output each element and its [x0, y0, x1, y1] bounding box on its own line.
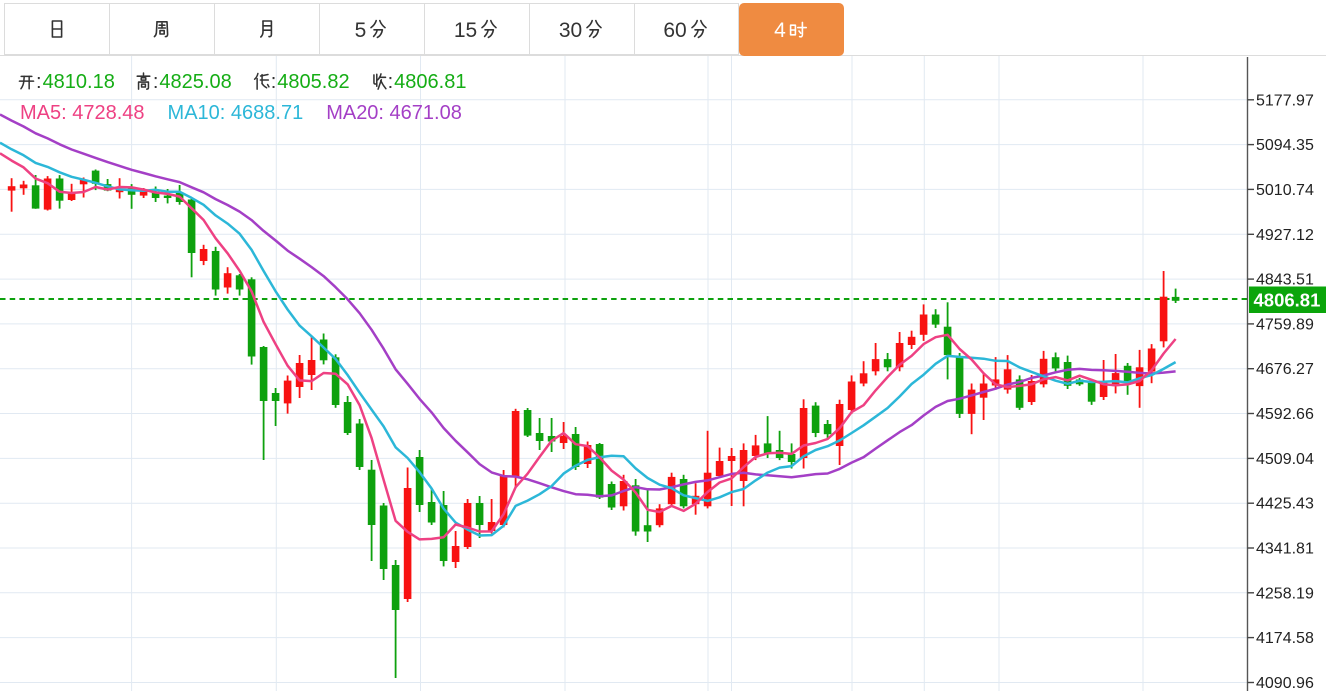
svg-text:4509.04: 4509.04 — [1256, 451, 1314, 468]
svg-text:5177.97: 5177.97 — [1256, 92, 1314, 109]
svg-text:4592.66: 4592.66 — [1256, 406, 1314, 423]
svg-text:4090.96: 4090.96 — [1256, 675, 1314, 691]
svg-text:4759.89: 4759.89 — [1256, 316, 1314, 333]
svg-text:4806.81: 4806.81 — [1254, 290, 1321, 311]
svg-text:4927.12: 4927.12 — [1256, 227, 1314, 244]
svg-text:4843.51: 4843.51 — [1256, 272, 1314, 289]
svg-text:4425.43: 4425.43 — [1256, 496, 1314, 513]
svg-text:4341.81: 4341.81 — [1256, 541, 1314, 558]
svg-text:5094.35: 5094.35 — [1256, 137, 1314, 154]
svg-text:5010.74: 5010.74 — [1256, 182, 1314, 199]
svg-text:4174.58: 4174.58 — [1256, 630, 1314, 647]
svg-text:4676.27: 4676.27 — [1256, 361, 1314, 378]
svg-text:4258.19: 4258.19 — [1256, 585, 1314, 602]
